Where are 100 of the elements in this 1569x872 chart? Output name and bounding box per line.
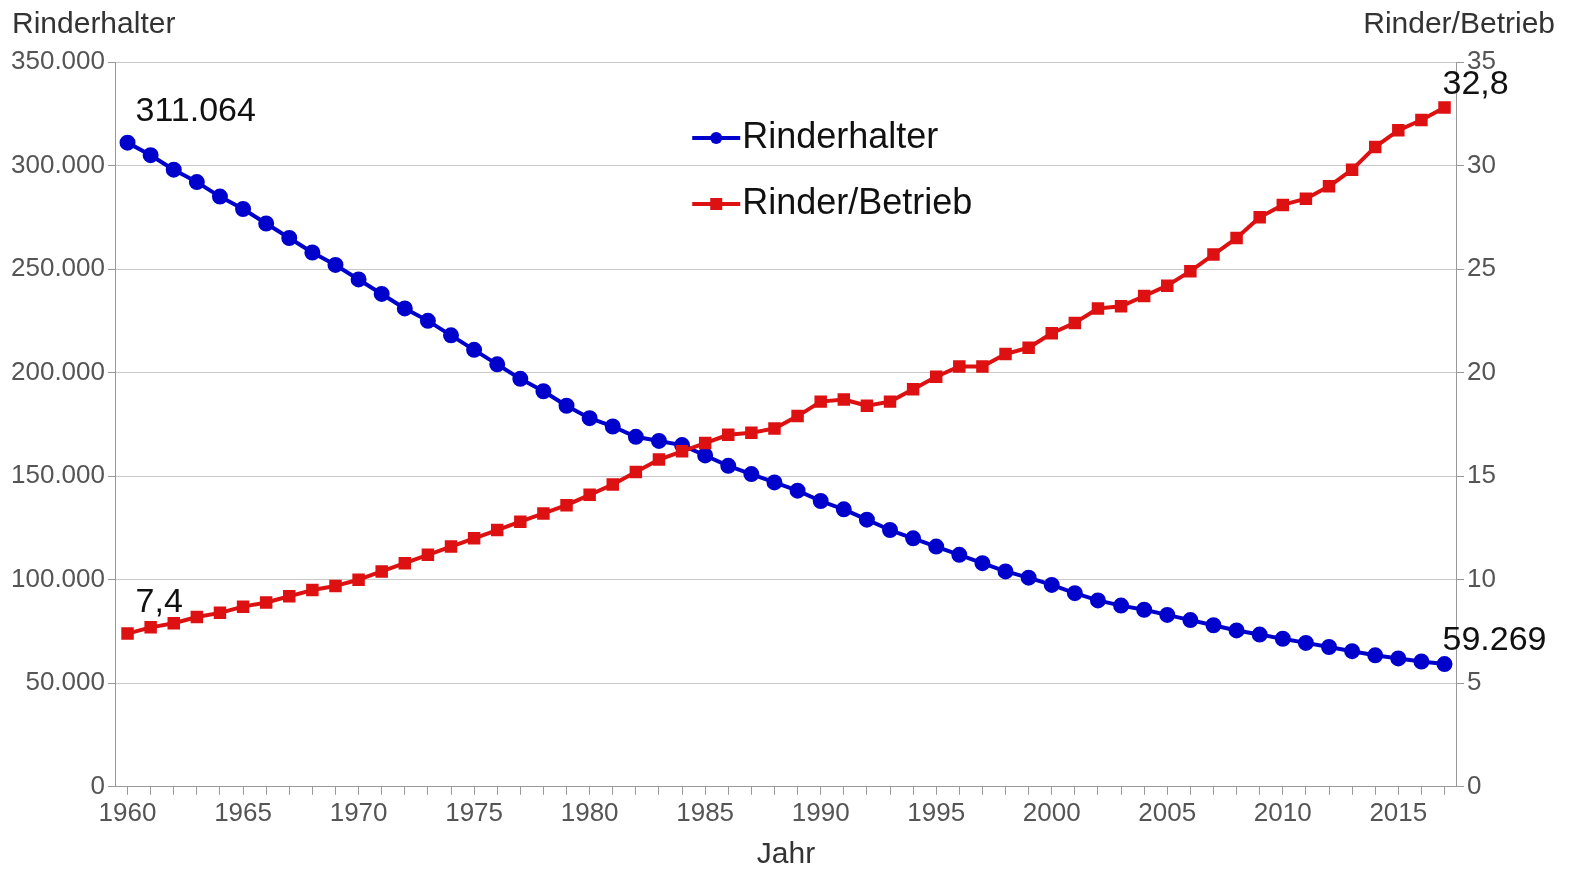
point bbox=[421, 548, 435, 562]
point bbox=[1299, 192, 1313, 205]
point bbox=[953, 360, 966, 373]
point bbox=[997, 563, 1014, 580]
point bbox=[929, 370, 943, 384]
point bbox=[1367, 647, 1384, 664]
point bbox=[121, 627, 134, 640]
point bbox=[652, 453, 666, 466]
point bbox=[974, 555, 991, 572]
point bbox=[1022, 341, 1035, 355]
point bbox=[1184, 264, 1197, 278]
point bbox=[789, 482, 806, 499]
point bbox=[1276, 198, 1290, 212]
point bbox=[766, 474, 783, 491]
y-tick-label: 300.000 bbox=[11, 148, 105, 179]
y-tick-label: 150.000 bbox=[11, 459, 105, 490]
point bbox=[235, 201, 252, 218]
y-tick-label: 350.000 bbox=[11, 45, 105, 76]
point bbox=[560, 498, 573, 512]
point bbox=[768, 422, 781, 435]
x-tick-label: 2000 bbox=[1022, 796, 1081, 827]
point bbox=[581, 410, 598, 427]
point bbox=[1089, 592, 1106, 609]
point bbox=[905, 530, 922, 547]
point bbox=[1068, 316, 1082, 330]
x-tick-label: 1995 bbox=[907, 796, 966, 827]
point bbox=[1368, 140, 1382, 154]
point bbox=[837, 393, 851, 406]
point bbox=[375, 565, 388, 578]
y-tick-label: 50.000 bbox=[25, 666, 105, 697]
point bbox=[466, 341, 483, 358]
point bbox=[327, 256, 344, 273]
point bbox=[512, 370, 529, 387]
y2-tick-label: 15 bbox=[1467, 459, 1496, 490]
point bbox=[350, 271, 367, 288]
point bbox=[188, 174, 205, 191]
point bbox=[236, 600, 250, 613]
point bbox=[722, 428, 735, 441]
point bbox=[1114, 300, 1128, 313]
point bbox=[329, 579, 342, 593]
y-tick-label: 250.000 bbox=[11, 252, 105, 283]
point bbox=[698, 436, 712, 450]
point bbox=[650, 432, 667, 449]
point bbox=[1345, 163, 1359, 176]
point bbox=[1392, 124, 1405, 137]
point bbox=[906, 382, 920, 396]
y-tick-label: 200.000 bbox=[11, 355, 105, 386]
point bbox=[1274, 630, 1291, 647]
x-tick-label: 2005 bbox=[1138, 796, 1197, 827]
point bbox=[627, 428, 644, 445]
y-axis-title: Rinderhalter bbox=[12, 6, 176, 40]
point bbox=[259, 596, 273, 609]
y2-tick-label: 20 bbox=[1467, 355, 1496, 386]
x-tick-label: 2015 bbox=[1369, 796, 1428, 827]
point bbox=[1415, 113, 1428, 127]
y2-tick-label: 30 bbox=[1467, 148, 1496, 179]
point bbox=[558, 397, 575, 414]
point bbox=[583, 488, 596, 502]
point bbox=[814, 395, 827, 408]
point bbox=[213, 606, 227, 620]
point bbox=[444, 540, 458, 553]
point bbox=[490, 523, 504, 537]
point bbox=[283, 590, 296, 603]
point bbox=[743, 466, 760, 483]
point bbox=[419, 312, 436, 329]
point bbox=[629, 465, 643, 479]
point bbox=[1251, 626, 1268, 643]
point bbox=[514, 515, 527, 528]
point bbox=[1297, 634, 1314, 651]
legend-label: Rinderhalter bbox=[742, 114, 939, 156]
point bbox=[928, 538, 945, 555]
point bbox=[1182, 612, 1199, 629]
x-axis-title: Jahr bbox=[756, 836, 816, 870]
point bbox=[882, 522, 899, 539]
point bbox=[144, 621, 157, 634]
point bbox=[119, 134, 136, 151]
point bbox=[604, 418, 621, 435]
x-tick-label: 1990 bbox=[791, 796, 850, 827]
point bbox=[1228, 622, 1245, 639]
point bbox=[304, 244, 321, 261]
point bbox=[791, 409, 804, 423]
point bbox=[835, 501, 852, 518]
point bbox=[1045, 327, 1058, 340]
point bbox=[211, 188, 228, 205]
point bbox=[306, 583, 319, 597]
point bbox=[1207, 248, 1220, 261]
x-tick-label: 1970 bbox=[329, 796, 388, 827]
point bbox=[373, 285, 390, 302]
point bbox=[1159, 606, 1176, 623]
point bbox=[1321, 639, 1337, 656]
point bbox=[1413, 653, 1430, 670]
point bbox=[537, 507, 550, 520]
point bbox=[1137, 289, 1151, 303]
point bbox=[489, 356, 506, 373]
point bbox=[720, 457, 737, 474]
x-tick-label: 1975 bbox=[445, 796, 504, 827]
point bbox=[976, 360, 989, 373]
point bbox=[165, 161, 182, 178]
y2-tick-label: 10 bbox=[1467, 562, 1496, 593]
point bbox=[281, 230, 298, 247]
